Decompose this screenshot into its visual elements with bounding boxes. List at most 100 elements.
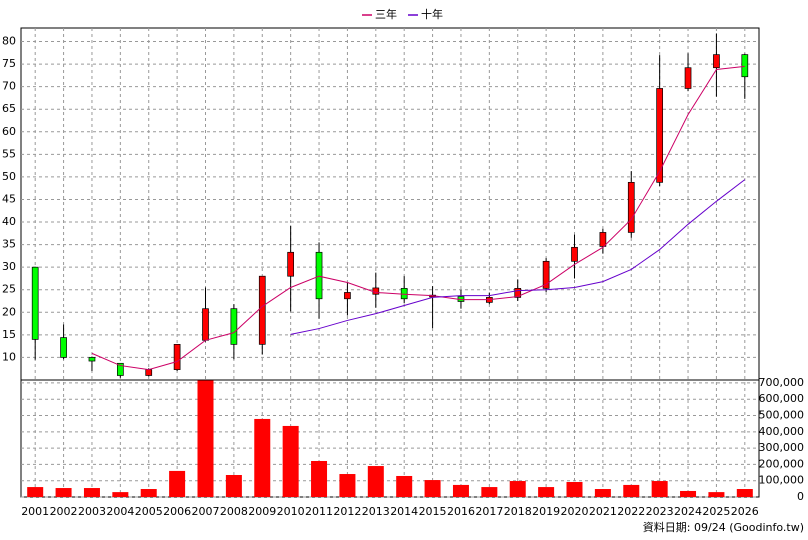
y-tick-label: 25 [2,283,16,296]
candle-body [145,369,153,376]
candle-body [514,288,522,298]
y-tick-label: 10 [2,350,16,363]
y-tick-label: 55 [2,147,16,160]
volume-bar [169,470,186,497]
x-tick-label: 2011 [305,505,333,518]
candle-body [60,337,67,358]
candle-body [542,260,550,289]
candle-body [684,67,692,89]
volume-bar [452,484,469,497]
candle-body [627,181,635,233]
x-tick-label: 2009 [248,505,276,518]
candle-body [287,251,295,277]
x-tick-label: 2023 [646,505,674,518]
x-tick-label: 2013 [362,505,390,518]
x-tick-label: 2006 [163,505,191,518]
y-tick-label: 60 [2,125,16,138]
volume-bar [311,460,328,497]
y-tick-label: 600,000 [759,392,805,405]
volume-bar [367,466,384,497]
x-tick-label: 2003 [78,505,106,518]
volume-bar [140,489,157,497]
candle-body [88,357,96,362]
volume-bar [424,480,441,497]
y-tick-label: 45 [2,192,16,205]
x-tick-label: 2012 [333,505,361,518]
x-tick-label: 2016 [447,505,475,518]
y-tick-label: 65 [2,102,16,115]
y-tick-label: 40 [2,215,16,228]
x-tick-label: 2008 [220,505,248,518]
ma-line [290,179,746,335]
x-tick-label: 2018 [504,505,532,518]
volume-bar [225,475,242,497]
volume-bar [623,484,640,497]
y-tick-label: 500,000 [759,409,805,422]
candle-body [202,308,209,341]
volume-bar [282,425,299,497]
y-tick-label: 700,000 [759,376,805,389]
y-tick-label: 300,000 [759,441,805,454]
x-tick-label: 2014 [390,505,418,518]
y-tick-label: 20 [2,305,16,318]
volume-bar [481,487,498,497]
volume-bar [197,380,214,497]
x-tick-label: 2020 [561,505,589,518]
x-tick-label: 2026 [731,505,759,518]
x-tick-label: 2004 [106,505,134,518]
volume-bar [83,488,100,497]
candle-body [31,266,39,340]
y-tick-label: 75 [2,57,16,70]
x-tick-label: 2022 [617,505,645,518]
volume-bar [55,488,72,497]
volume-bar [538,487,555,497]
x-tick-label: 2017 [475,505,503,518]
x-tick-label: 2002 [50,505,78,518]
y-tick-label: 15 [2,328,16,341]
volume-bar [112,492,129,497]
x-tick-label: 2001 [21,505,49,518]
x-tick-label: 2024 [674,505,702,518]
y-tick-label: 100,000 [759,474,805,487]
ma-line [91,65,745,371]
candle-body [656,88,664,183]
y-tick-label: 200,000 [759,457,805,470]
volume-bar [509,481,526,497]
x-tick-label: 2025 [702,505,730,518]
candle-body [599,232,607,247]
volume-bar [27,487,44,497]
volume-bar [708,492,725,497]
volume-bar [651,481,668,497]
volume-bar [396,475,413,497]
candle-body [372,287,380,295]
x-tick-label: 2007 [192,505,220,518]
candle-body [344,292,351,300]
candle-body [571,246,578,262]
y-tick-label: 30 [2,260,16,273]
y-tick-label: 35 [2,238,16,251]
candle-body [173,343,181,370]
y-tick-label: 0 [797,490,804,503]
x-tick-label: 2021 [589,505,617,518]
candle-body [713,54,720,69]
x-tick-label: 2015 [419,505,447,518]
y-tick-label: 400,000 [759,425,805,438]
plot-frame [20,27,760,498]
candle-body [741,54,749,78]
candle-body [315,251,323,300]
footer-note: 資料日期: 09/24 (Goodinfo.tw) [643,520,804,534]
y-tick-label: 50 [2,170,16,183]
x-tick-label: 2010 [277,505,305,518]
volume-bar [254,418,271,497]
x-tick-label: 2019 [532,505,560,518]
volume-bar [736,489,753,497]
volume-bar [566,482,583,497]
x-tick-label: 2005 [135,505,163,518]
volume-bar [339,474,356,497]
y-tick-label: 70 [2,80,16,93]
volume-bar [680,490,697,497]
legend-label: 三年 [375,7,397,21]
candle-body [116,362,124,376]
volume-bar [594,489,611,497]
